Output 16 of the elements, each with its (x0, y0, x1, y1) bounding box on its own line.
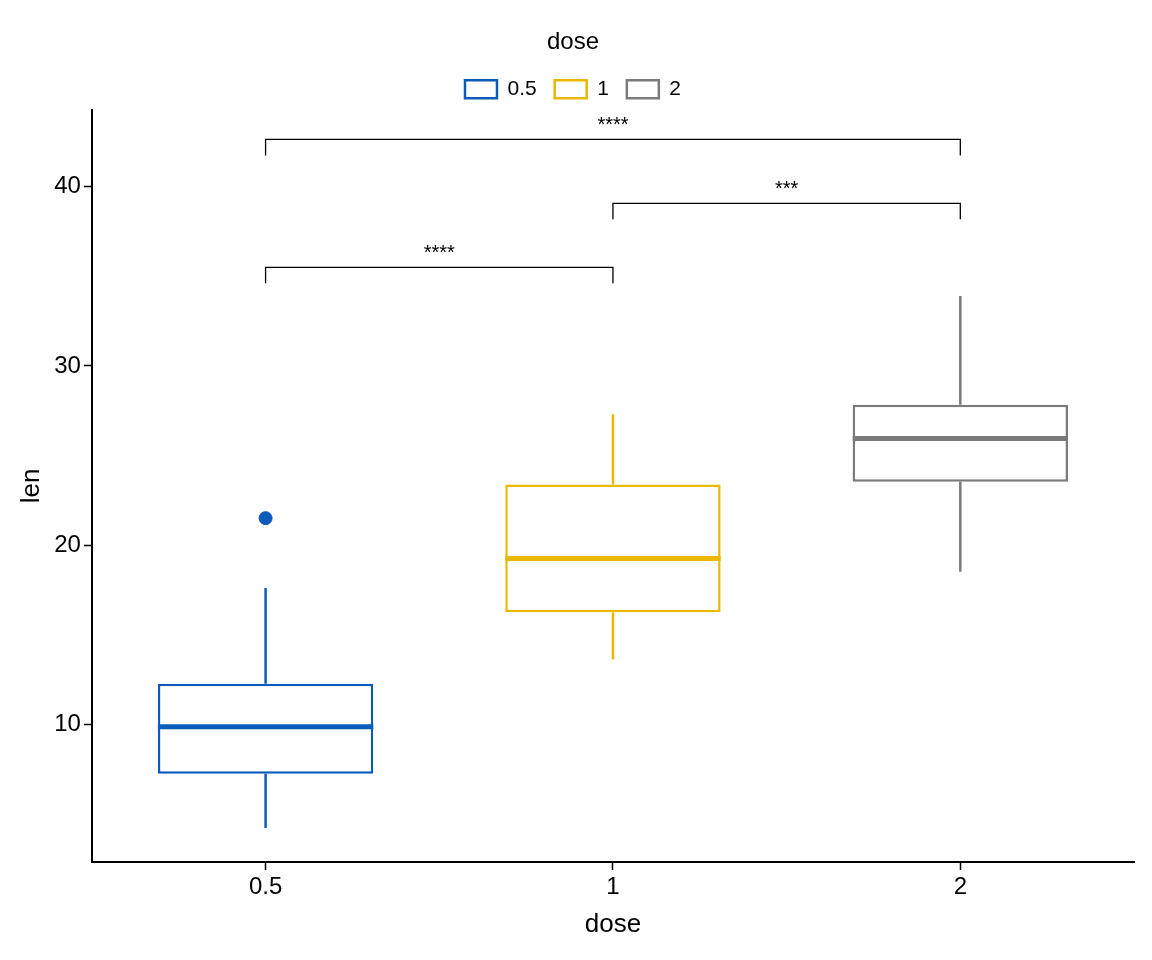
annotation: **** (597, 112, 629, 135)
legend-label: 1 (597, 76, 609, 100)
legend-title: dose (546, 26, 600, 54)
x-tick-label: 1 (606, 872, 620, 900)
annotation: **** (423, 240, 456, 263)
y-axis-title: len (14, 468, 45, 504)
y-tick-label: 40 (54, 171, 81, 199)
y-tick-label: 30 (54, 350, 81, 378)
x-tick-label: 2 (953, 872, 967, 900)
x-axis-title: dose (584, 907, 642, 938)
legend-label: 0.5 (507, 76, 537, 100)
y-tick-label: 10 (54, 708, 81, 736)
x-tick-label: 0.5 (248, 872, 283, 900)
legend-label: 2 (669, 76, 682, 100)
annotation: *** (774, 176, 799, 199)
y-tick-label: 20 (54, 529, 81, 557)
